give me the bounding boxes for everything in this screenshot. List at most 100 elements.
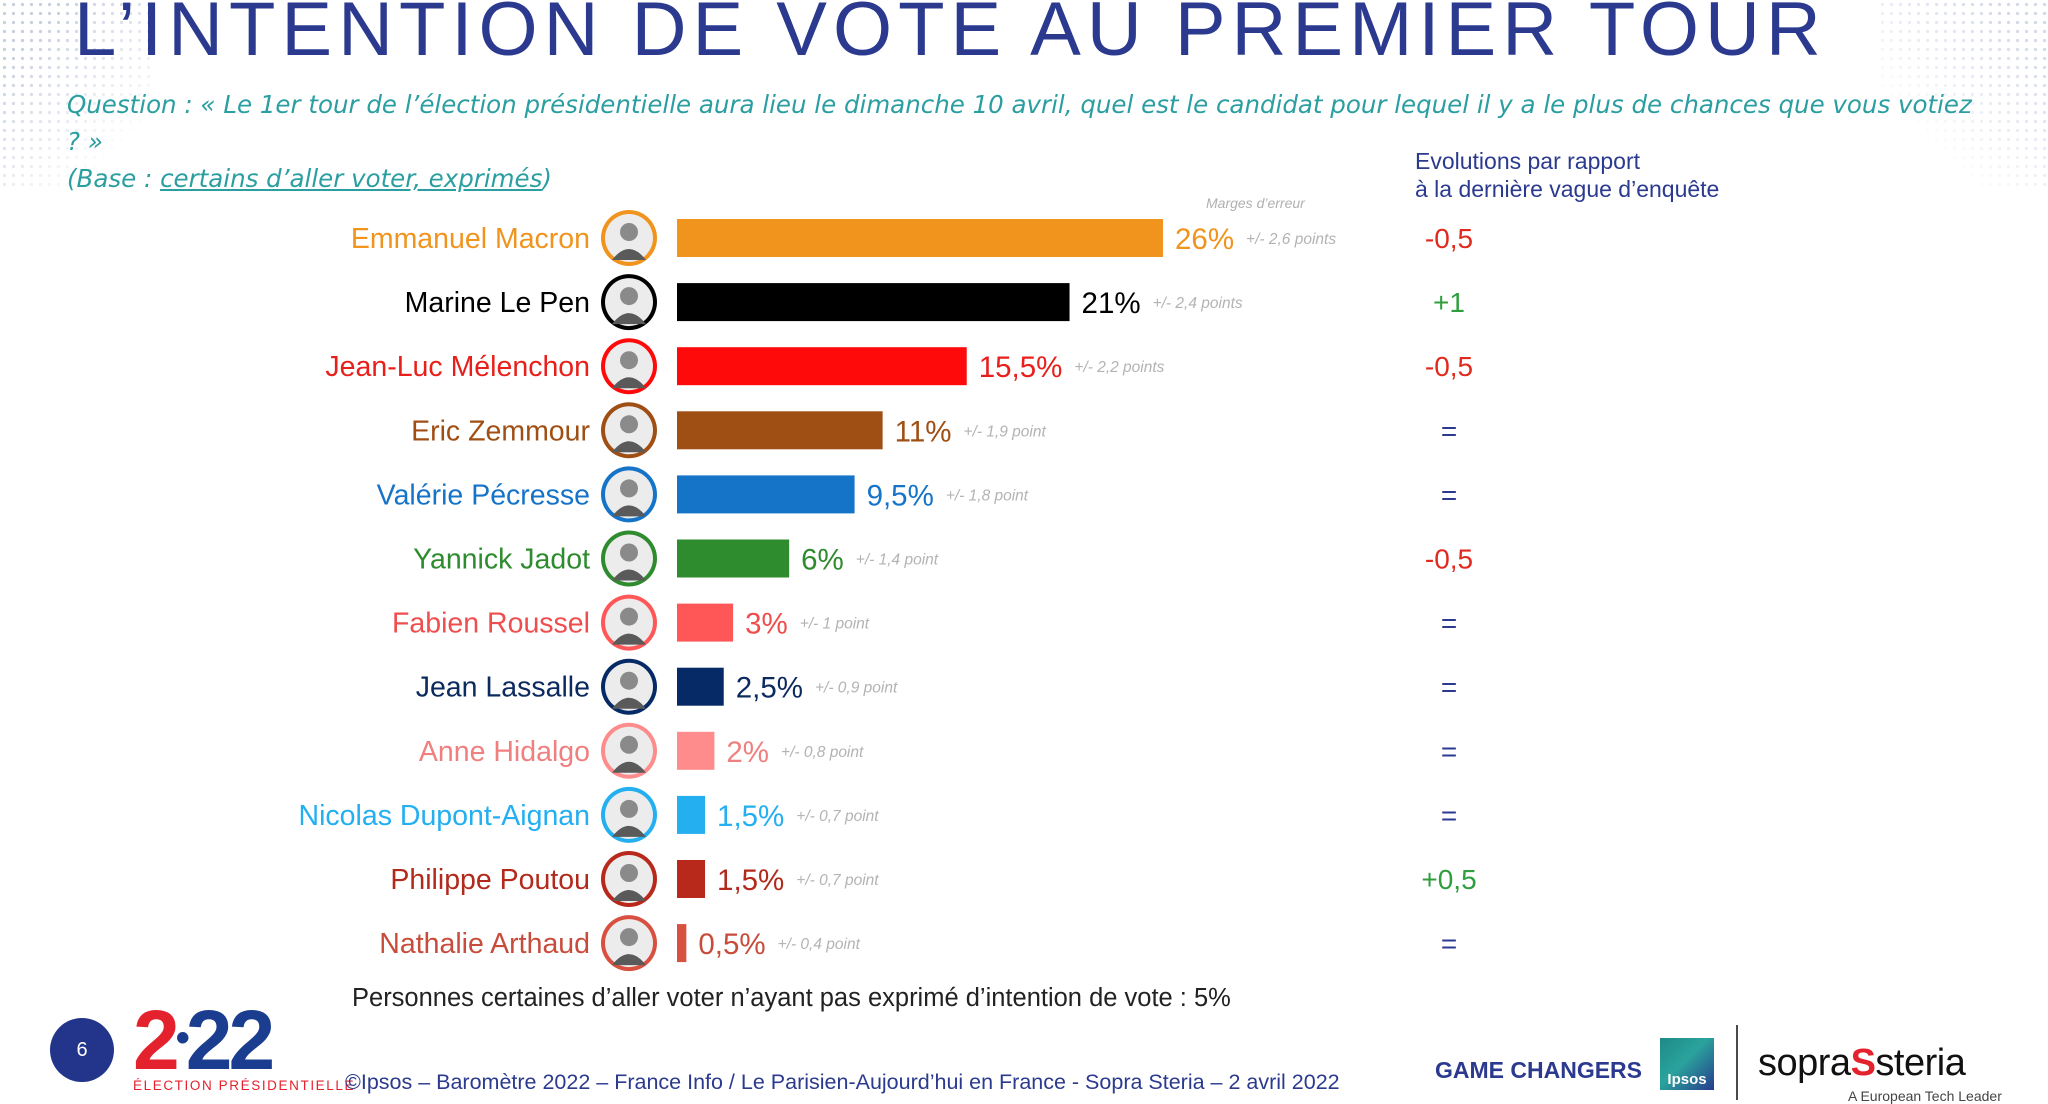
page-title: L’INTENTION DE VOTE AU PREMIER TOUR bbox=[74, 0, 1827, 72]
evolution-value: = bbox=[1441, 672, 1457, 703]
avatar-head bbox=[620, 543, 638, 562]
error-margin-label: +/- 1,9 point bbox=[963, 423, 1046, 440]
chart-bar bbox=[677, 667, 724, 706]
avatar-head bbox=[620, 928, 638, 947]
chart-bar bbox=[677, 475, 855, 514]
candidate-name: Nathalie Arthaud bbox=[379, 928, 590, 960]
error-margin-label: +/- 0,7 point bbox=[796, 808, 879, 825]
bar-value-label: 2,5% bbox=[736, 672, 803, 705]
avatar-shoulders bbox=[612, 569, 646, 581]
evolution-value: = bbox=[1441, 800, 1457, 831]
error-margin-label: +/- 0,8 point bbox=[781, 744, 864, 761]
base-line: (Base : certains d’aller voter, exprimés… bbox=[67, 160, 1987, 197]
bar-value-label: 1,5% bbox=[717, 864, 784, 897]
logo-digit-first: 2 bbox=[133, 993, 180, 1087]
evolution-header-line1: Evolutions par rapport bbox=[1415, 148, 1641, 174]
avatar-shoulders bbox=[612, 313, 646, 325]
bar-value-label: 0,5% bbox=[698, 928, 765, 961]
steria-text: steria bbox=[1875, 1042, 1966, 1084]
avatar-shoulders bbox=[612, 825, 646, 837]
error-margin-label: +/- 2,2 points bbox=[1074, 359, 1164, 376]
question-line: Question : « Le 1er tour de l’élection p… bbox=[67, 90, 1972, 156]
avatar-head bbox=[620, 671, 638, 690]
candidate-name: Fabien Roussel bbox=[392, 608, 590, 640]
election-2022-logo: 2•22 ÉLECTION PRÉSIDENTIELLE bbox=[133, 993, 354, 1100]
base-link[interactable]: certains d’aller voter, exprimés bbox=[160, 164, 543, 193]
candidate-name: Emmanuel Macron bbox=[351, 223, 590, 255]
error-margin-label: +/- 2,6 points bbox=[1246, 231, 1336, 248]
chart-bar bbox=[677, 603, 734, 642]
evolution-value: -0,5 bbox=[1425, 544, 1473, 575]
sopra-steria-logo: sopraSsteria bbox=[1758, 1042, 1966, 1085]
bar-value-label: 2% bbox=[726, 736, 769, 769]
avatar-head bbox=[620, 415, 638, 434]
candidate-name: Marine Le Pen bbox=[405, 287, 590, 319]
evolution-value: +0,5 bbox=[1421, 864, 1476, 895]
bar-value-label: 11% bbox=[895, 415, 952, 448]
error-margin-label: +/- 0,7 point bbox=[796, 872, 879, 889]
avatar-shoulders bbox=[612, 890, 646, 901]
candidate-name: Jean Lassalle bbox=[416, 672, 590, 704]
bar-value-label: 6% bbox=[801, 544, 844, 577]
avatar-head bbox=[620, 735, 638, 754]
avatar-head bbox=[620, 799, 638, 818]
bar-value-label: 21% bbox=[1082, 287, 1141, 320]
candidate-name: Jean-Luc Mélenchon bbox=[325, 351, 590, 383]
sopra-s-mark: S bbox=[1850, 1042, 1876, 1084]
chart-bar bbox=[677, 860, 706, 898]
evolution-value: = bbox=[1441, 736, 1457, 767]
evolution-header: Evolutions par rapport à la dernière vag… bbox=[1415, 147, 1719, 203]
evolution-value: -0,5 bbox=[1425, 223, 1473, 254]
question-text: Question : « Le 1er tour de l’élection p… bbox=[67, 86, 1987, 197]
avatar-head bbox=[620, 223, 638, 241]
logo-digits-rest: 22 bbox=[185, 993, 275, 1087]
evolution-value: = bbox=[1441, 415, 1457, 446]
error-margin-label: +/- 0,4 point bbox=[778, 936, 861, 953]
base-suffix: ) bbox=[542, 164, 552, 193]
avatar-shoulders bbox=[612, 249, 646, 260]
avatar-shoulders bbox=[612, 633, 646, 645]
evolution-value: = bbox=[1441, 608, 1457, 639]
logo-dot: • bbox=[175, 1016, 190, 1060]
evolution-header-line2: à la dernière vague d’enquête bbox=[1415, 176, 1720, 202]
page-number-badge: 6 bbox=[50, 1018, 114, 1082]
avatar-shoulders bbox=[612, 697, 646, 709]
avatar-shoulders bbox=[612, 761, 646, 773]
error-margin-label: +/- 1 point bbox=[800, 616, 870, 633]
candidate-name: Valérie Pécresse bbox=[377, 479, 590, 511]
game-changers-text: GAME CHANGERS bbox=[1435, 1057, 1643, 1083]
error-margin-label: +/- 2,4 points bbox=[1153, 295, 1243, 312]
bar-value-label: 9,5% bbox=[867, 479, 934, 512]
avatar-head bbox=[620, 864, 638, 882]
chart-bar bbox=[677, 347, 967, 386]
avatar-shoulders bbox=[612, 954, 646, 966]
evolution-value: = bbox=[1441, 479, 1457, 510]
logo-year: 2•22 bbox=[133, 992, 275, 1089]
candidate-name: Philippe Poutou bbox=[390, 864, 590, 896]
avatar-shoulders bbox=[612, 505, 646, 517]
candidate-name: Eric Zemmour bbox=[411, 415, 590, 447]
chart-bar bbox=[677, 219, 1163, 257]
chart-bar bbox=[677, 731, 715, 770]
chart-bar bbox=[677, 539, 790, 578]
ipsos-logo: Ipsos bbox=[1660, 1038, 1714, 1090]
candidate-name: Anne Hidalgo bbox=[419, 736, 590, 768]
avatar-head bbox=[620, 479, 638, 498]
evolution-value: +1 bbox=[1433, 287, 1465, 318]
avatar-shoulders bbox=[612, 377, 646, 389]
footnote: Personnes certaines d’aller voter n’ayan… bbox=[352, 984, 1231, 1012]
avatar-head bbox=[620, 607, 638, 626]
candidate-name: Nicolas Dupont-Aignan bbox=[299, 800, 591, 832]
error-margin-label: +/- 0,9 point bbox=[815, 680, 898, 697]
chart-bar bbox=[677, 795, 706, 834]
error-margin-label: +/- 1,4 point bbox=[856, 552, 939, 569]
chart-bar bbox=[677, 924, 687, 963]
bar-value-label: 3% bbox=[745, 608, 788, 641]
bar-value-label: 26% bbox=[1175, 223, 1234, 256]
error-margin-label: +/- 1,8 point bbox=[946, 487, 1029, 504]
chart-bar bbox=[677, 283, 1070, 322]
evolution-value: -0,5 bbox=[1425, 351, 1473, 382]
decorative-dot-pattern-right bbox=[1878, 0, 2048, 190]
footer-divider bbox=[1736, 1025, 1738, 1100]
